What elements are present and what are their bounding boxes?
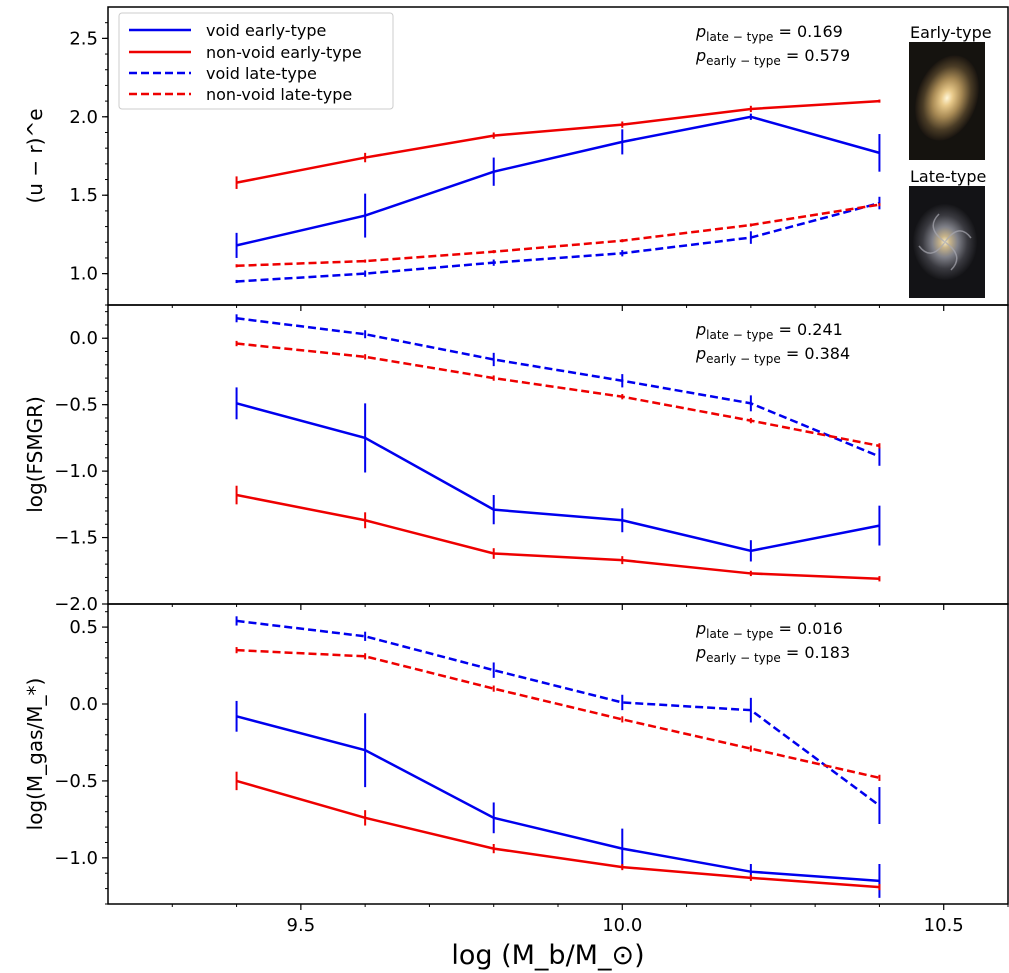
series-line-void-early-type bbox=[236, 715, 880, 883]
x-tick-label: 10.5 bbox=[924, 915, 964, 936]
thumb-label-early: Early-type bbox=[910, 23, 992, 42]
legend-label-void-early: void early-type bbox=[206, 21, 326, 40]
x-axis-label: log (M_b/M_⊙) bbox=[451, 940, 644, 971]
late-type-galaxy-image bbox=[909, 186, 985, 298]
x-tick-label: 10.0 bbox=[602, 915, 642, 936]
series-line-non-void-early-type bbox=[236, 493, 880, 581]
series-line-non-void-early-type bbox=[236, 779, 880, 889]
y-tick-label: −2.0 bbox=[54, 594, 98, 615]
y-axis-label: log(FSMGR) bbox=[23, 396, 47, 513]
series-line-non-void-late-type bbox=[236, 648, 880, 780]
series-line-non-void-early-type bbox=[236, 99, 880, 184]
y-tick-label: 2.5 bbox=[69, 28, 98, 49]
y-tick-label: 1.0 bbox=[69, 264, 98, 285]
legend: void early-type non-void early-type void… bbox=[118, 12, 394, 110]
p-value-annotation: plate − type = 0.241 bbox=[695, 320, 843, 342]
panels-layer: 1.0 1.5 2.0 2.5 (u − r)^e plate − type = 0.16… bbox=[23, 6, 1009, 936]
x-tick-label: 9.5 bbox=[287, 915, 316, 936]
legend-label-nonvoid-late: non-void late-type bbox=[206, 85, 352, 104]
p-value-annotation: plate − type = 0.169 bbox=[695, 22, 843, 44]
y-tick-label: 0.5 bbox=[69, 617, 98, 638]
p-value-annotation: pearly − type = 0.384 bbox=[695, 344, 850, 366]
p-value-annotation: pearly − type = 0.579 bbox=[695, 46, 850, 68]
y-tick-label: −1.0 bbox=[54, 461, 98, 482]
series-line-void-late-type bbox=[236, 201, 880, 283]
legend-label-nonvoid-early: non-void early-type bbox=[206, 43, 362, 62]
panel-3: −1.0 −0.5 0.0 0.5 log(M_gas/M_*) 9.5 10.0 10.5 p… bbox=[23, 603, 1009, 936]
thumb-label-late: Late-type bbox=[910, 167, 986, 186]
early-type-galaxy-image bbox=[909, 42, 985, 160]
y-tick-label: 1.5 bbox=[69, 185, 98, 206]
legend-frame bbox=[118, 12, 394, 110]
y-tick-label: 0.0 bbox=[69, 694, 98, 715]
galaxy-thumbnails: Early-type Late-type bbox=[909, 23, 992, 298]
y-axis-label: (u − r)^e bbox=[23, 108, 47, 203]
series-line-void-late-type bbox=[236, 317, 880, 458]
series-line-non-void-late-type bbox=[236, 342, 880, 448]
y-tick-label: −1.0 bbox=[54, 848, 98, 869]
y-tick-label: −0.5 bbox=[54, 395, 98, 416]
p-value-annotation: plate − type = 0.016 bbox=[695, 619, 843, 641]
series-line-void-early-type bbox=[236, 402, 880, 553]
panel-2: −2.0 −1.5 −1.0 −0.5 0.0 log(FSMGR) plate − typ… bbox=[23, 304, 1009, 615]
y-axis-label: log(M_gas/M_*) bbox=[23, 678, 47, 831]
p-value-annotation: pearly − type = 0.183 bbox=[695, 643, 850, 665]
series-line-non-void-late-type bbox=[236, 203, 880, 268]
y-tick-label: −1.5 bbox=[54, 528, 98, 549]
y-tick-label: 0.0 bbox=[69, 328, 98, 349]
legend-label-void-late: void late-type bbox=[206, 64, 317, 83]
series-line-void-late-type bbox=[236, 619, 881, 807]
series-line-void-early-type bbox=[236, 115, 880, 247]
y-tick-label: 2.0 bbox=[69, 107, 98, 128]
y-tick-label: −0.5 bbox=[54, 771, 98, 792]
